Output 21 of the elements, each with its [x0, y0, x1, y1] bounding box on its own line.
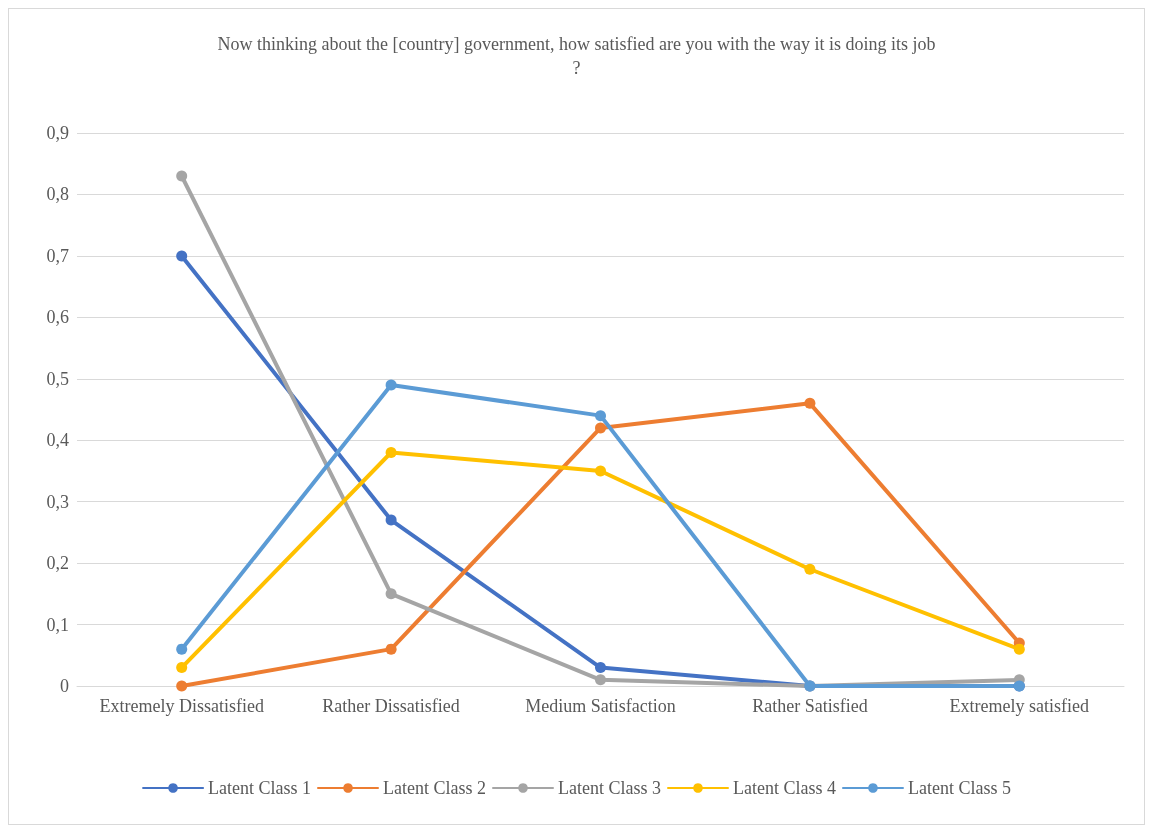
y-tick-label: 0,8	[46, 184, 69, 205]
chart-title: Now thinking about the [country] government, how satisfied are you with the way it is doing its job?	[217, 34, 936, 78]
x-tick-label: Extremely satisfied	[949, 696, 1090, 716]
x-tick-label: Rather Satisfied	[752, 696, 868, 716]
x-tick-label: Extremely Dissatisfied	[99, 696, 264, 716]
y-tick-label: 0,2	[46, 553, 69, 574]
y-tick-label: 0,5	[46, 368, 69, 389]
legend-label: Latent Class 1	[208, 778, 312, 798]
legend-label: Latent Class 4	[732, 778, 836, 798]
legend-label: Latent Class 3	[558, 778, 661, 798]
legend-label: Latent Class 5	[907, 778, 1011, 798]
y-tick-label: 0,6	[46, 307, 69, 328]
y-tick-label: 0,3	[46, 491, 69, 512]
legend-label: Latent Class 2	[383, 778, 487, 798]
x-tick-label: Medium Satisfaction	[525, 696, 676, 716]
y-tick-label: 0,1	[46, 614, 69, 635]
y-tick-label: 0,7	[46, 245, 69, 266]
y-tick-label: 0	[60, 676, 69, 696]
y-tick-label: 0,9	[46, 123, 69, 143]
x-tick-label: Rather Dissatisfied	[322, 696, 460, 716]
y-tick-label: 0,4	[46, 430, 69, 451]
